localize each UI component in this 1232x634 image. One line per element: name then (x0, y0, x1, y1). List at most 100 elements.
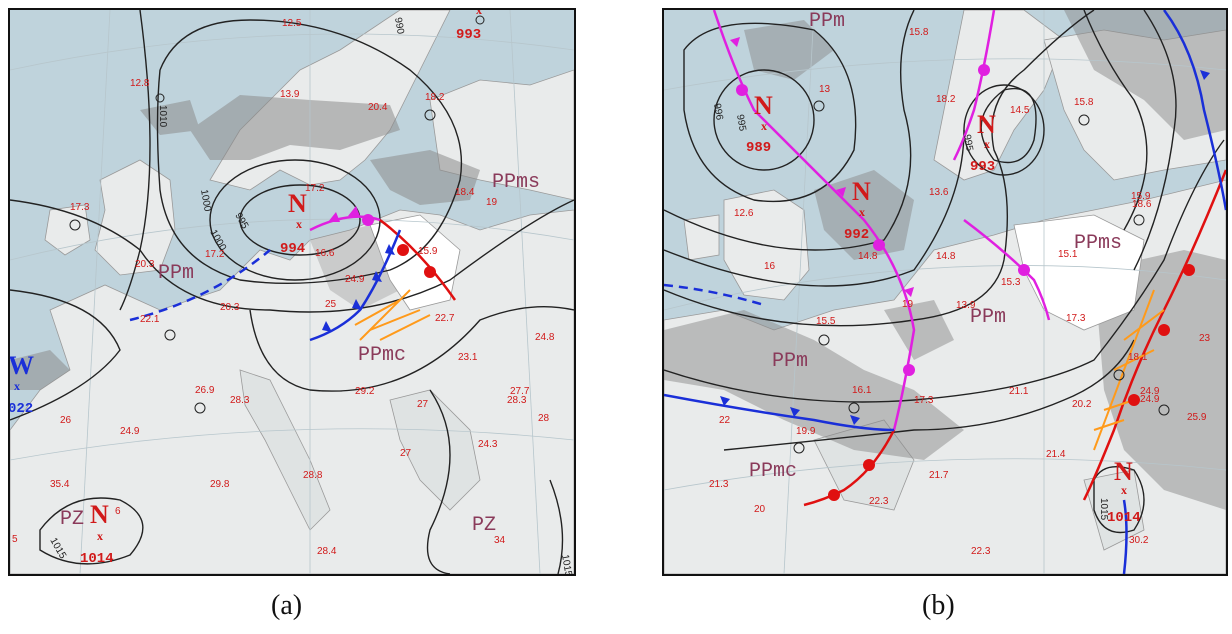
temp-value: 24.9 (1140, 394, 1160, 405)
low-center-value: 1014 (1107, 510, 1141, 526)
temp-value: 22.7 (435, 313, 455, 324)
station-markers (793, 100, 1170, 454)
temp-value: 16.1 (852, 385, 872, 396)
low-center-symbol: N (852, 177, 871, 206)
temp-value: 22.3 (971, 546, 991, 557)
air-mass-label: PPmc (358, 344, 406, 367)
temp-value: 15.8 (909, 27, 929, 38)
temp-value: 13.9 (956, 300, 976, 311)
temp-value: 14.5 (1010, 105, 1030, 116)
isobar-label: 1010 (157, 105, 168, 128)
air-mass-label: PPm (970, 306, 1006, 329)
isobars (10, 10, 574, 574)
air-mass-labels: PPm PPms PPm PPm PPmc (749, 10, 1122, 483)
temp-value: 20.4 (368, 102, 388, 113)
fronts (129, 215, 457, 342)
pressure-centers: N x 989 N x 993 N x 992 N x 1014 (746, 91, 1141, 526)
temp-value: 25 (325, 299, 337, 310)
temp-value: 22.1 (140, 314, 160, 325)
temp-value: 17.2 (205, 249, 225, 260)
graticule (10, 10, 574, 574)
air-mass-labels: PPms PPm PPmc PZ PZ (60, 171, 540, 537)
warm-sector (1013, 214, 1145, 331)
temp-value: 23 (1199, 333, 1211, 344)
isobar-label: 995 (734, 114, 748, 133)
temp-value: 20.3 (220, 302, 240, 313)
low-center-value: 989 (746, 140, 771, 156)
temp-value: 18.2 (936, 94, 956, 105)
temp-value: 18.2 (425, 92, 445, 103)
temp-value: 28.8 (303, 470, 323, 481)
temp-value: 28.3 (507, 395, 527, 406)
low-center-symbol: N (90, 500, 109, 529)
low-center-mark: x (761, 119, 767, 133)
graticule (664, 10, 1226, 574)
low-center-value: 993 (970, 159, 995, 175)
temp-value: 18.6 (1132, 199, 1152, 210)
temp-value: 29.8 (210, 479, 230, 490)
fronts (664, 10, 1226, 574)
temp-value: 17.2 (305, 183, 325, 194)
temp-value: 28.3 (230, 395, 250, 406)
stationary-front (664, 283, 765, 307)
temp-value: 28 (538, 413, 550, 424)
map-panel-a: 12.5 12.8 13.9 20.4 18.2 17.2 18.4 19 17… (8, 8, 576, 576)
temp-value: 17.3 (1066, 313, 1086, 324)
low-center-symbol: N (288, 189, 307, 218)
occluded-front (952, 10, 996, 161)
temp-value: 5 (12, 534, 18, 545)
temp-value: 27 (417, 399, 429, 410)
temperature-labels: 12.5 12.8 13.9 20.4 18.2 17.2 18.4 19 17… (12, 18, 555, 557)
temp-value: 23.1 (458, 352, 478, 363)
isobar-label: 1015 (1098, 498, 1109, 521)
temp-value: 22 (719, 415, 731, 426)
temp-value: 17.3 (70, 202, 90, 213)
temp-value: 22.3 (869, 496, 889, 507)
temp-value: 15.9 (1131, 191, 1151, 202)
temp-value: 12.6 (734, 208, 754, 219)
temp-value: 13.6 (929, 187, 949, 198)
temp-value: 15.1 (1058, 249, 1078, 260)
isobar-label: 1000 (198, 189, 213, 213)
low-center-mark: x (97, 529, 103, 543)
high-center-symbol: W (10, 351, 34, 380)
temp-value: 19 (902, 299, 914, 310)
air-mass-label: PPms (492, 171, 540, 194)
temp-value: 27 (400, 448, 412, 459)
low-center-value: 1014 (80, 551, 114, 567)
station-markers (69, 15, 485, 414)
temp-value: 24.8 (535, 332, 555, 343)
temp-value: 35.4 (50, 479, 70, 490)
temp-value: 28.4 (317, 546, 337, 557)
front-symbols (720, 37, 1210, 501)
low-center-mark: x (984, 137, 990, 151)
map-panel-b: 15.8 13 18.2 14.5 15.8 12.6 15.9 18.6 13… (662, 8, 1228, 576)
low-center-mark: x (296, 217, 302, 231)
temp-value: 19 (486, 197, 498, 208)
temp-value: 29.2 (355, 386, 375, 397)
air-mass-label: PZ (60, 508, 84, 531)
temp-value: 14.8 (858, 251, 878, 262)
isobar-label: 990 (392, 17, 406, 36)
pressure-centers: N x 994 x 993 N x 1014 W x 022 (10, 10, 482, 567)
cold-front (309, 229, 402, 342)
temp-value: 21.7 (929, 470, 949, 481)
temp-value: 21.4 (1046, 449, 1066, 460)
temp-value: 25.9 (1187, 412, 1207, 423)
temp-value: 12.5 (282, 18, 302, 29)
synoptic-map-a: 12.5 12.8 13.9 20.4 18.2 17.2 18.4 19 17… (10, 10, 574, 574)
cold-front (1162, 10, 1226, 211)
front-symbols (322, 206, 436, 332)
air-mass-label: PZ (472, 514, 496, 537)
temp-value: 26.9 (195, 385, 215, 396)
high-center-value: 022 (10, 401, 33, 417)
trough-lines (354, 289, 431, 341)
caption-b: (b) (922, 590, 955, 621)
temp-value: 6 (115, 506, 121, 517)
low-center-value: 992 (844, 227, 869, 243)
high-center-mark: x (14, 379, 20, 393)
isobar-label: 996 (711, 103, 725, 122)
warm-front (1082, 169, 1226, 501)
occluded-front (309, 215, 381, 232)
temp-value: 18.1 (1128, 352, 1148, 363)
